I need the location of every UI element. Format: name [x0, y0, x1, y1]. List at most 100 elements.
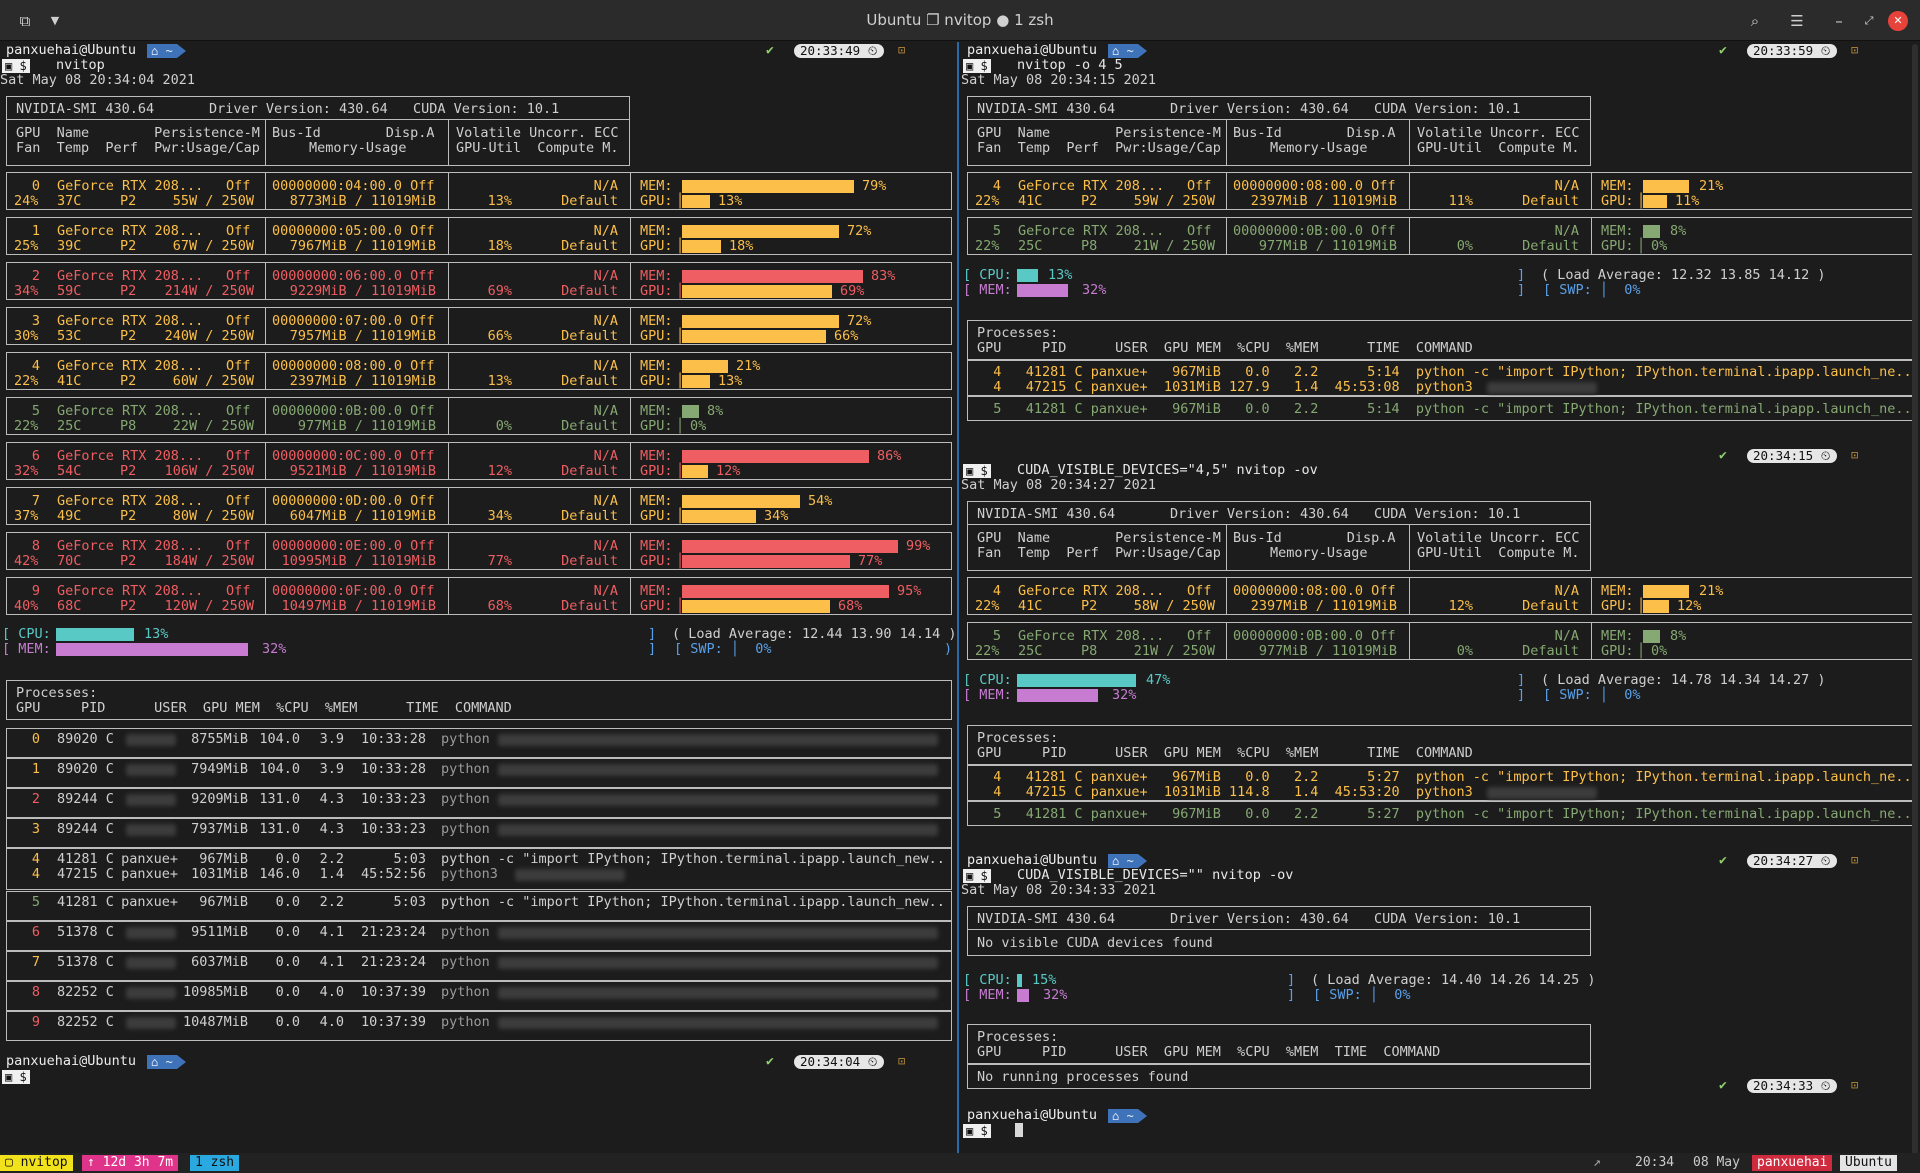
column-header: Bus-Id Disp.A: [272, 125, 435, 141]
power-usage: 59W / 250W: [1133, 193, 1215, 209]
compute-mode: Default: [561, 238, 618, 254]
bus-id: 00000000:06:00.0 Off: [272, 268, 435, 284]
fan-speed: 22%: [14, 418, 39, 434]
power-usage: 60W / 250W: [172, 373, 254, 389]
prompt-user: panxuehai@Ubuntu: [6, 42, 137, 58]
perf-state: P2: [1081, 598, 1098, 614]
mem-usage-bar: [682, 180, 854, 193]
gpu-index: 6: [31, 448, 40, 464]
minimize-icon[interactable]: –: [1835, 12, 1843, 30]
bar-separator: │: [676, 418, 685, 434]
temperature: 49C: [57, 508, 82, 524]
gpu-row: [6, 487, 952, 525]
cpu-bar-label: [ CPU:: [2, 626, 51, 642]
ecc-status: N/A: [1554, 628, 1579, 644]
close-icon[interactable]: ✕: [1888, 11, 1908, 31]
session-name[interactable]: ▢ nvitop: [0, 1155, 73, 1171]
chevron-down-icon[interactable]: ▼: [50, 14, 60, 27]
gpu-util: 66%: [487, 328, 512, 344]
table-divider: [1226, 172, 1227, 210]
smi-version: NVIDIA-SMI 430.64: [977, 506, 1116, 522]
perf-state: P2: [120, 328, 137, 344]
gpu-name: GeForce RTX 208...: [57, 358, 204, 374]
cpu-pct-label: 47%: [1146, 672, 1171, 688]
bar-separator: │: [676, 373, 685, 389]
header-divider: [967, 524, 1591, 525]
table-divider: [1226, 525, 1227, 571]
gpu-row: [6, 217, 952, 255]
window-tab[interactable]: 1 zsh: [190, 1155, 240, 1171]
mem-bar-label: MEM:: [640, 583, 673, 599]
table-divider: [1409, 120, 1410, 166]
mem-usage-bar: [682, 540, 898, 553]
gpu-util-bar: [682, 195, 710, 208]
prompt-icon: ▣ $: [2, 59, 30, 73]
ecc-status: N/A: [593, 403, 618, 419]
column-header: Fan Temp Perf Pwr:Usage/Cap: [977, 545, 1221, 561]
column-header: Memory-Usage: [309, 140, 407, 156]
gpu-util: 34%: [487, 508, 512, 524]
power-usage: 21W / 250W: [1133, 238, 1215, 254]
terminal-pane-right[interactable]: panxuehai@Ubuntu ⌂ ~ ✔ 20:33:59 ⏲ ⊡ ▣ $ nvitop…: [961, 42, 1913, 1138]
table-divider: [265, 577, 266, 615]
ecc-status: N/A: [593, 223, 618, 239]
host-mem-pct-label: 32%: [262, 641, 287, 657]
proc-time: 21:23:24: [360, 924, 426, 940]
column-header: Volatile Uncorr. ECC: [1417, 530, 1580, 546]
redacted-text: [126, 824, 176, 836]
mem-usage-bar: [682, 405, 699, 418]
text-cursor[interactable]: [1015, 1123, 1023, 1138]
gpu-util: 11%: [1448, 193, 1473, 209]
ecc-status: N/A: [593, 538, 618, 554]
proc-gpu: 0: [31, 731, 40, 747]
perf-state: P2: [120, 283, 137, 299]
scrollbar[interactable]: [1912, 44, 1918, 1164]
proc-gpu: 2: [31, 791, 40, 807]
process-group: [6, 921, 952, 951]
gpu-index: 5: [992, 628, 1001, 644]
persistence-mode: Off: [226, 313, 251, 329]
prompt-directory: ⌂ ~: [1108, 854, 1147, 868]
redacted-text: [498, 1017, 938, 1029]
perf-state: P8: [1081, 643, 1098, 659]
terminal-icon: ⊡: [1851, 43, 1859, 57]
hamburger-menu-icon[interactable]: ☰: [1790, 12, 1804, 30]
pane-divider[interactable]: [957, 42, 959, 1153]
gpu-pct-label: 68%: [838, 598, 863, 614]
proc-gpu: 3: [31, 821, 40, 837]
persistence-mode: Off: [226, 448, 251, 464]
perf-state: P2: [120, 193, 137, 209]
prompt-user: panxuehai@Ubuntu: [967, 1107, 1098, 1123]
maximize-icon[interactable]: ⤢: [1864, 14, 1874, 27]
proc-pid: 51378 C: [57, 954, 114, 970]
terminal-icon: ⊡: [898, 1054, 906, 1068]
power-usage: 106W / 250W: [164, 463, 254, 479]
fan-speed: 37%: [14, 508, 39, 524]
search-icon[interactable]: ⌕: [1750, 12, 1760, 30]
date-line: Sat May 08 20:34:15 2021: [961, 72, 1157, 88]
bar-separator: │: [676, 328, 685, 344]
table-divider: [448, 397, 449, 435]
terminal-pane-left[interactable]: panxuehai@Ubuntu ⌂ ~ ✔ 20:33:49 ⏲ ⊡ ▣ $ nvitop…: [0, 42, 956, 1153]
table-divider: [448, 352, 449, 390]
nvidia-smi-header: [967, 906, 1591, 956]
proc-time: 10:33:28: [360, 731, 426, 747]
column-header: Bus-Id Disp.A: [1233, 125, 1396, 141]
status-clock: 20:34: [1635, 1155, 1675, 1170]
prompt-time: 20:33:49 ⏲: [794, 44, 884, 58]
gpu-bar-label: GPU:: [1601, 238, 1634, 254]
table-divider: [1226, 217, 1227, 255]
new-tab-icon[interactable]: ⧉: [19, 12, 31, 30]
gpu-name: GeForce RTX 208...: [57, 493, 204, 509]
gpu-name: GeForce RTX 208...: [1018, 583, 1165, 599]
swap-label: [ SWP: │ 0%: [1543, 282, 1641, 298]
driver-version: Driver Version: 430.64: [1170, 101, 1349, 117]
persistence-mode: Off: [1187, 178, 1212, 194]
column-header: Memory-Usage: [1270, 140, 1368, 156]
date-line: Sat May 08 20:34:33 2021: [961, 882, 1157, 898]
ecc-status: N/A: [593, 448, 618, 464]
proc-command: python: [441, 1014, 490, 1030]
table-divider: [265, 397, 266, 435]
process-group: [6, 1011, 952, 1041]
proc-gpu: 4: [31, 866, 40, 882]
